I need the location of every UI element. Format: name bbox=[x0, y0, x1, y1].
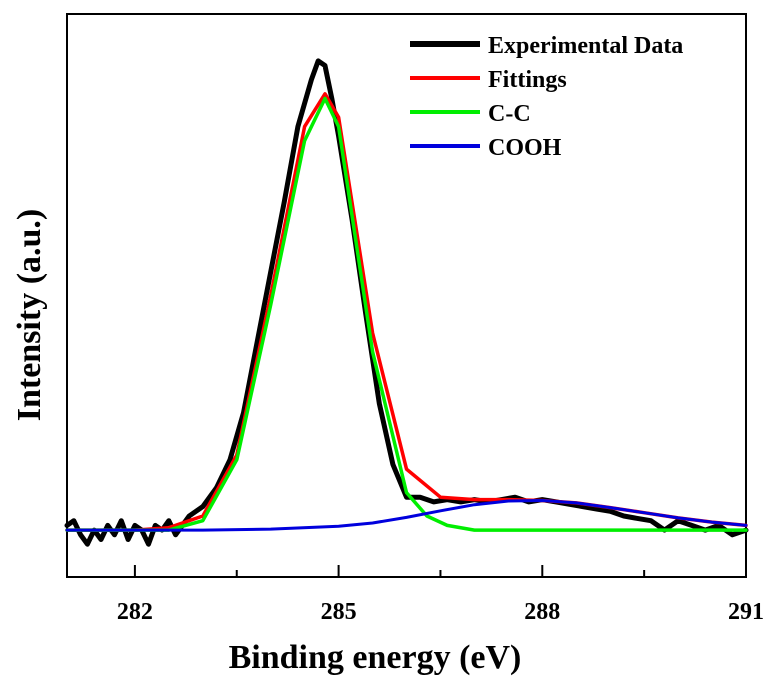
series-layer bbox=[64, 58, 749, 547]
series-line-cooh bbox=[65, 499, 748, 532]
y-axis-title: Intensity (a.u.) bbox=[11, 209, 48, 422]
legend-label: Fittings bbox=[488, 67, 567, 93]
x-axis-ticks: 282 285 288 291 bbox=[117, 565, 764, 625]
plot-frame bbox=[66, 13, 747, 578]
series-line-c-c bbox=[65, 96, 748, 532]
legend-label: Experimental Data bbox=[488, 33, 683, 59]
series-line-fittings bbox=[65, 92, 748, 532]
legend-label: COOH bbox=[488, 135, 562, 161]
x-tick-label: 288 bbox=[524, 599, 560, 625]
x-tick-label: 285 bbox=[321, 599, 357, 625]
x-tick-label: 291 bbox=[728, 599, 764, 625]
legend-label: C-C bbox=[488, 101, 531, 127]
series-line-experimental-data bbox=[64, 58, 749, 547]
legend: Experimental Data Fittings C-C COOH bbox=[410, 33, 683, 161]
x-axis-title: Binding energy (eV) bbox=[229, 639, 522, 676]
x-tick-label: 282 bbox=[117, 599, 153, 625]
